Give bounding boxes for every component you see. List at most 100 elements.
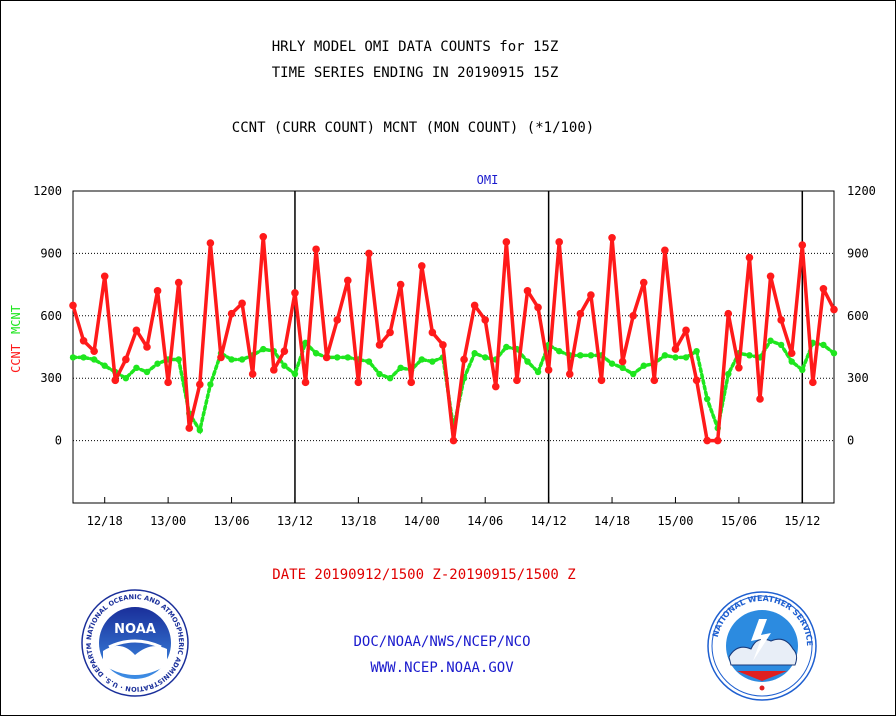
plot-title: OMI <box>477 173 499 187</box>
x-tick-label: 15/00 <box>657 514 693 528</box>
data-point-mcnt <box>608 360 616 367</box>
data-point-ccnt <box>513 376 521 385</box>
data-point-mcnt <box>746 352 753 359</box>
data-point-ccnt <box>280 347 289 355</box>
data-point-mcnt <box>196 427 204 434</box>
footer-agency-text: DOC/NOAA/NWS/NCEP/NCO <box>353 634 531 650</box>
noaa-logo: NATIONAL OCEANIC AND ATMOSPHERIC ADMINIS… <box>81 589 189 697</box>
data-point-ccnt <box>460 355 468 364</box>
data-point-ccnt <box>745 253 754 262</box>
data-point-mcnt <box>386 375 394 382</box>
data-point-mcnt <box>429 358 436 365</box>
data-point-ccnt <box>576 309 585 318</box>
chart-subtitle: CCNT (CURR COUNT) MCNT (MON COUNT) (*1/1… <box>231 120 595 136</box>
chart-title-line-1: HRLY MODEL OMI DATA COUNTS for 15Z <box>271 39 559 55</box>
data-point-mcnt <box>133 364 140 371</box>
data-point-ccnt <box>196 380 204 389</box>
data-point-ccnt <box>618 357 627 366</box>
y-tick-label-left: 600 <box>40 309 62 323</box>
y-tick-label-right: 300 <box>847 371 869 385</box>
data-point-ccnt <box>587 291 595 299</box>
data-point-ccnt <box>470 301 479 310</box>
data-point-mcnt <box>291 370 299 378</box>
data-point-ccnt <box>132 326 141 335</box>
y-tick-label-left: 900 <box>40 246 62 260</box>
data-point-ccnt <box>407 378 416 387</box>
data-point-mcnt <box>122 375 130 382</box>
data-point-ccnt <box>555 238 563 246</box>
data-point-ccnt <box>143 343 151 351</box>
y-tick-label-right: 0 <box>847 434 854 448</box>
data-point-ccnt <box>344 276 352 285</box>
x-tick-label: 14/12 <box>531 514 567 528</box>
data-point-mcnt <box>788 358 795 365</box>
data-point-ccnt <box>227 309 236 318</box>
chart-canvas: 0 0 300 300 600 600 900 900 1200 1200 12/18 13/00 13… <box>9 173 876 528</box>
data-point-ccnt <box>217 353 225 362</box>
data-point-ccnt <box>703 436 711 445</box>
x-tick-label: 15/12 <box>784 514 820 528</box>
data-point-ccnt <box>809 378 817 387</box>
data-point-ccnt <box>502 238 511 246</box>
data-point-mcnt <box>661 352 669 359</box>
data-point-ccnt <box>682 326 690 335</box>
data-point-mcnt <box>629 370 637 378</box>
data-point-ccnt <box>819 284 828 293</box>
data-point-mcnt <box>397 364 404 371</box>
y-axis-label: CCNT MCNT <box>9 305 23 373</box>
data-point-ccnt <box>534 303 542 312</box>
y-axis-label-ccnt: CCNT <box>9 344 23 373</box>
x-tick-label: 14/00 <box>404 514 440 528</box>
x-tick-label: 13/12 <box>277 514 313 528</box>
data-point-mcnt <box>80 354 87 361</box>
data-point-ccnt <box>153 287 162 295</box>
data-point-ccnt <box>766 272 775 281</box>
data-point-mcnt <box>154 360 161 367</box>
data-point-ccnt <box>787 349 796 358</box>
data-point-ccnt <box>735 364 743 372</box>
data-point-mcnt <box>260 345 267 353</box>
x-tick-label: 13/18 <box>340 514 376 528</box>
data-point-mcnt <box>482 354 489 361</box>
data-point-ccnt <box>291 289 299 297</box>
data-point-mcnt <box>640 362 647 369</box>
data-point-ccnt <box>565 370 574 378</box>
data-point-mcnt <box>334 354 341 361</box>
data-point-ccnt <box>333 316 342 324</box>
data-point-mcnt <box>577 352 584 359</box>
data-point-ccnt <box>386 328 394 337</box>
data-point-mcnt <box>693 347 700 355</box>
data-point-ccnt <box>69 301 77 310</box>
data-point-mcnt <box>587 352 595 359</box>
data-point-ccnt <box>79 336 88 345</box>
data-point-mcnt <box>555 347 563 355</box>
data-point-ccnt <box>777 316 785 324</box>
data-point-ccnt <box>650 376 659 385</box>
data-point-ccnt <box>100 272 109 281</box>
y-tick-label-left: 300 <box>40 371 62 385</box>
data-point-ccnt <box>449 436 458 445</box>
data-point-mcnt <box>672 354 679 361</box>
data-point-mcnt <box>619 364 626 371</box>
data-point-mcnt <box>344 354 352 361</box>
data-point-mcnt <box>175 356 182 363</box>
x-tick-label: 15/06 <box>721 514 757 528</box>
data-point-mcnt <box>90 356 98 363</box>
data-point-ccnt <box>322 353 331 362</box>
data-point-mcnt <box>767 337 774 344</box>
data-point-mcnt <box>503 343 510 351</box>
data-point-ccnt <box>259 232 268 241</box>
data-point-ccnt <box>608 234 616 242</box>
y-tick-label-left: 0 <box>55 434 62 448</box>
data-point-ccnt <box>830 305 838 314</box>
data-point-mcnt <box>799 366 806 374</box>
nws-logo: NATIONAL WEATHER SERVICE <box>707 591 817 701</box>
data-point-mcnt <box>682 354 690 361</box>
data-point-ccnt <box>375 341 384 349</box>
data-point-ccnt <box>439 341 447 349</box>
noaa-logo-text: NOAA <box>114 622 156 637</box>
data-point-mcnt <box>471 350 478 357</box>
data-point-mcnt <box>534 368 542 376</box>
data-point-ccnt <box>544 366 553 374</box>
